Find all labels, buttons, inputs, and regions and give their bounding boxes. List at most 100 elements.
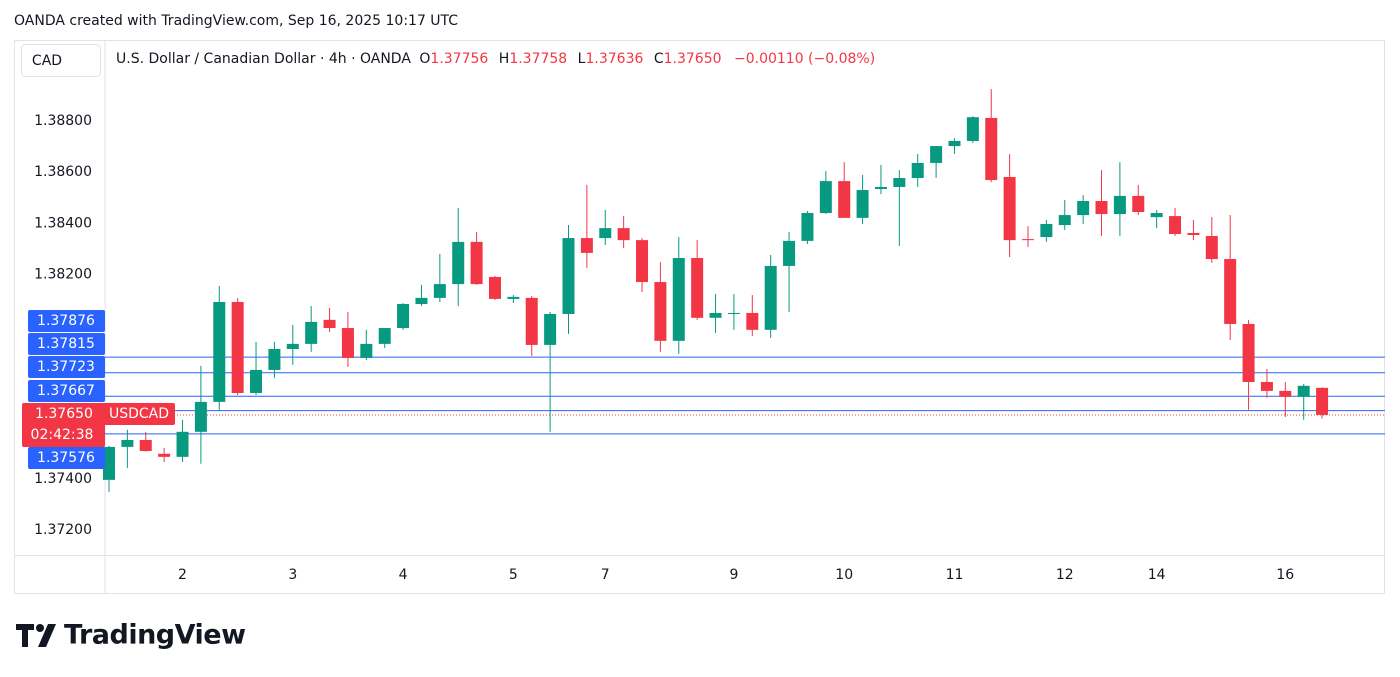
candle-body — [1224, 259, 1237, 324]
candle-body — [1316, 387, 1329, 415]
candle-body — [470, 241, 483, 285]
candle-body — [452, 241, 465, 285]
candle-body — [580, 238, 593, 253]
candle-body — [544, 313, 557, 345]
y-tick-label: 1.37200 — [34, 522, 92, 538]
candle-body — [397, 304, 410, 329]
candle-body — [1132, 195, 1145, 213]
x-tick-label: 2 — [178, 567, 187, 583]
candle-body — [1040, 224, 1053, 238]
candle-body — [636, 240, 649, 283]
candle-body — [213, 301, 226, 402]
candle-body — [1205, 236, 1218, 260]
currency: CAD — [32, 53, 62, 69]
y-tick-label: 1.38800 — [34, 113, 92, 129]
legend-title: U.S. Dollar / Canadian Dollar · 4h · OAN… — [116, 51, 411, 67]
x-tick-label: 12 — [1056, 567, 1074, 583]
candle-body — [801, 213, 814, 241]
candle-body — [121, 439, 134, 447]
candle-body — [415, 297, 428, 305]
candle-body — [1003, 176, 1016, 241]
candle-body — [1169, 216, 1182, 234]
x-tick-label: 5 — [509, 567, 518, 583]
x-tick-label: 11 — [946, 567, 964, 583]
candle-body — [819, 181, 832, 214]
price-line-label: 1.37876 — [37, 313, 95, 329]
price-line-label-box — [28, 333, 105, 355]
candle-body — [764, 265, 777, 330]
candle-body — [948, 140, 961, 147]
candle-body — [911, 162, 924, 179]
candle-body — [1058, 215, 1071, 226]
x-tick-label: 3 — [288, 567, 297, 583]
brand-name: TradingView — [64, 620, 246, 651]
legend-high: 1.37758 — [509, 51, 567, 67]
candle-body — [305, 321, 318, 344]
price-line-label: 1.37723 — [37, 359, 95, 375]
candle-body — [1242, 323, 1255, 382]
candle-body — [250, 369, 263, 393]
candle-body — [783, 240, 796, 266]
candle-body — [1260, 381, 1273, 391]
legend-l: L — [578, 51, 586, 67]
legend: U.S. Dollar / Canadian Dollar · 4h · OAN… — [116, 51, 875, 67]
y-tick-label: 1.38200 — [34, 266, 92, 282]
candle-body — [360, 343, 373, 358]
candle-body — [103, 446, 115, 480]
price-line-label: 1.37815 — [37, 336, 95, 352]
candle-body — [856, 190, 869, 218]
candle-body — [1095, 201, 1108, 215]
candle-body — [1279, 390, 1292, 397]
legend-h: H — [499, 51, 510, 67]
countdown-label: 02:42:38 — [31, 427, 94, 443]
plot: 1.37200 1.37400 1.38200 1.38400 1.38600 1.388… — [22, 89, 1385, 583]
candle-body — [1022, 239, 1034, 241]
price-line-label: 1.37576 — [37, 450, 95, 466]
currency-button[interactable] — [21, 44, 101, 77]
candle-body — [1077, 201, 1090, 216]
candle-body — [341, 328, 354, 358]
x-tick-label: 16 — [1276, 567, 1294, 583]
candle-body — [378, 328, 391, 344]
candle-body — [286, 343, 299, 349]
candle-body — [139, 439, 152, 451]
x-tick-label: 9 — [729, 567, 738, 583]
price-line-label-box — [28, 447, 105, 469]
chart-frame — [14, 40, 1385, 594]
candle-body — [158, 453, 171, 457]
y-tick-label: 1.38400 — [34, 215, 92, 231]
legend-c: C — [654, 51, 664, 67]
symbol-label: USDCAD — [109, 406, 169, 422]
attribution: OANDA created with TradingView.com, Sep … — [14, 13, 458, 29]
candle-body — [1187, 232, 1200, 236]
x-tick-label: 4 — [399, 567, 408, 583]
brand-logo: TradingView — [16, 620, 246, 651]
legend-o: O — [419, 51, 430, 67]
legend-open: 1.37756 — [430, 51, 488, 67]
candle-body — [893, 178, 906, 187]
candle-body — [930, 146, 943, 163]
price-line-label-box — [28, 380, 105, 402]
legend-change: −0.00110 (−0.08%) — [734, 51, 875, 67]
price-line-label: 1.37667 — [37, 383, 95, 399]
candle-body — [672, 258, 685, 341]
candle-body — [1150, 213, 1163, 218]
candle-body — [231, 301, 244, 393]
candle-body — [1113, 195, 1126, 215]
candle-body — [599, 228, 612, 239]
candle-body — [985, 117, 998, 181]
legend-low: 1.37636 — [585, 51, 643, 67]
candle-body — [654, 282, 667, 341]
candle-body — [838, 181, 851, 218]
candle-body — [323, 319, 336, 329]
candle-body — [966, 117, 979, 141]
candle-body — [1297, 385, 1310, 397]
candle-body — [268, 349, 281, 370]
x-tick-label: 10 — [835, 567, 853, 583]
candle-body — [507, 296, 520, 299]
last-price-box — [22, 403, 105, 447]
candle-body — [691, 258, 704, 318]
candle-body — [562, 238, 575, 314]
candle-body — [176, 431, 189, 457]
